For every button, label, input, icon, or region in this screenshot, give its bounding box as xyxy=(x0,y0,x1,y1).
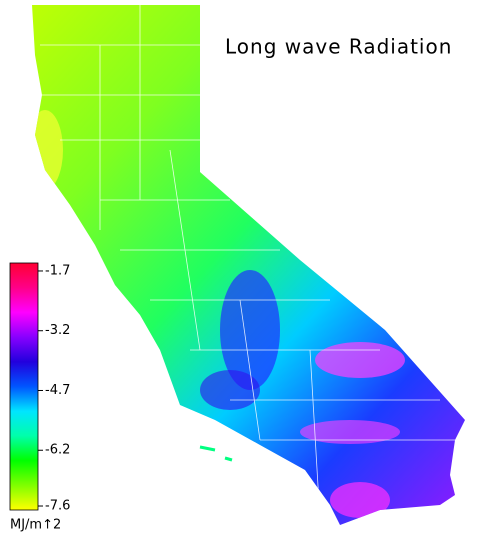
field-patch xyxy=(32,110,63,190)
map-title: Long wave Radiation xyxy=(225,35,452,59)
islands xyxy=(199,445,233,462)
field-patch xyxy=(315,342,405,378)
colorbar xyxy=(9,262,39,511)
colorbar-tick-label: -7.6 xyxy=(45,499,70,514)
field-patch xyxy=(300,420,400,444)
field-patch xyxy=(330,482,390,518)
colorbar-tick-label: -1.7 xyxy=(45,263,70,278)
colorbar-unit: MJ/m↑2 xyxy=(10,518,61,533)
colorbar-tick-label: -4.7 xyxy=(45,383,70,398)
colorbar-tick-label: -3.2 xyxy=(45,323,70,338)
county-lines xyxy=(40,5,460,521)
colorbar-tick-label: -6.2 xyxy=(45,443,70,458)
